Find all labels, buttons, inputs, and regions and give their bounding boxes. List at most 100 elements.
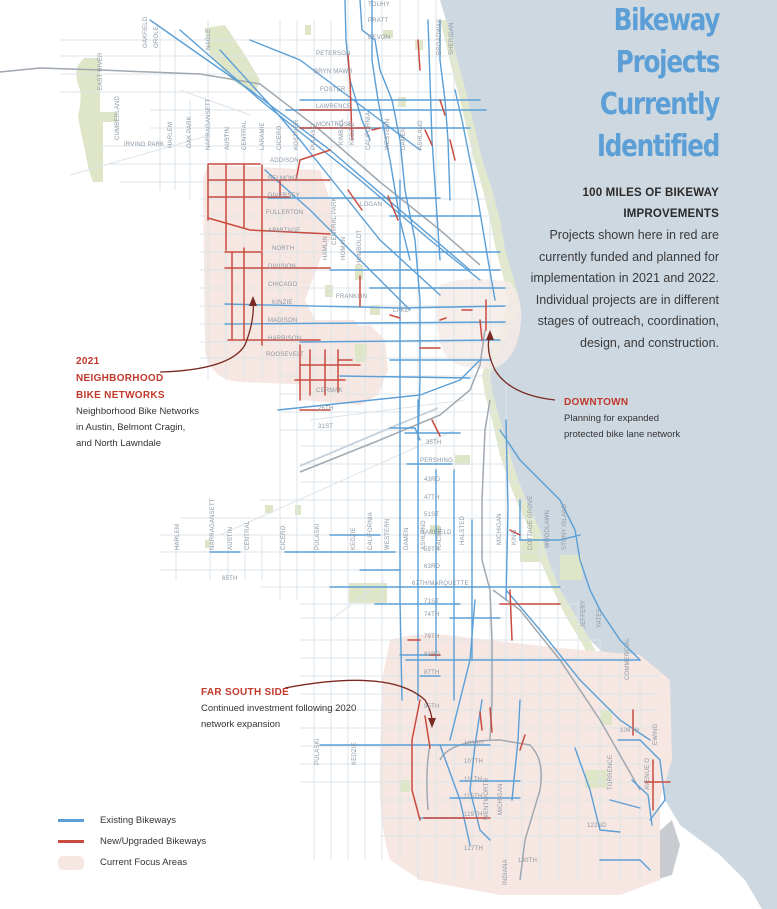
intro-body-line: stages of outreach, coordination, [537,314,719,328]
lake-michigan [440,0,777,909]
intro-body-line: Projects shown here in red are [549,228,719,242]
street-label: 59TH [424,547,440,553]
callout-heading: NEIGHBORHOOD [76,373,164,384]
street-label-vertical: INDIANA [503,859,509,885]
street-label: CHICAGO [268,282,298,288]
street-label: BRYN MAWR [314,69,353,75]
street-label: MADISON [268,318,298,324]
callout-body-line: protected bike lane network [564,429,681,440]
street-label-vertical: KEDZIE [350,122,356,145]
street-label-vertical: HARLEM [168,121,174,148]
street-label: KINZIE [272,300,293,306]
street-label-vertical: CUMBERLAND [115,95,121,140]
street-label-vertical: KING [512,529,518,545]
street-label: 67TH/MARQUETTE [412,581,469,587]
legend-label: Existing Bikeways [100,815,177,826]
street-label-vertical: DAMEN [404,527,410,550]
callout-arrows [159,299,556,723]
callout-body-line: Continued investment following 2020 [201,703,357,714]
new-bikeway-swatch [58,840,84,843]
intro-body-line: Individual projects are in different [535,292,719,307]
street-label-vertical: STONY ISLAND [562,503,568,550]
street-label-vertical: TORRENCE [608,754,614,790]
street-label-vertical: YATES [597,608,603,628]
street-label: 51ST [424,512,440,518]
street-label-vertical: WESTERN [385,118,391,150]
callout-far-south-side: FAR SOUTH SIDE Continued investment foll… [201,684,356,733]
callout-neighborhood-bike-networks: 2021 NEIGHBORHOOD BIKE NETWORKS Neighbor… [76,353,199,452]
street-label-vertical: ASHLAND [421,520,427,550]
street-label: FOSTER [320,87,346,93]
street-label: 95TH [424,704,440,710]
street-label-vertical: EAST RIVER [98,52,104,90]
street-label-vertical: AVENUE O [645,757,651,790]
street-label-vertical: PULASKI [315,523,321,550]
street-label-vertical: COMMERCIAL [625,637,631,680]
street-label: 106TH [620,728,640,734]
street-label: FULLERTON [266,210,304,216]
street-label: 111TH [464,777,483,783]
street-label-vertical: CENTRAL [242,120,248,150]
street-label-vertical: EWING [653,723,659,745]
arrow-heads [249,296,494,728]
map-title: Bikeway Projects Currently Identified [570,0,721,168]
title-line: Identified [596,129,721,164]
street-label: NORTH [272,246,295,252]
street-label-vertical: HAMLIN [323,236,329,260]
street-label-vertical: OAKFIELD [143,16,149,48]
street-label: MONTROSE [316,122,353,128]
street-label-vertical: NARRAGANSETT [206,98,212,150]
callout-heading: BIKE NETWORKS [76,390,165,401]
street-label: PRATT [368,18,389,24]
street-label-vertical: HALSTED [460,515,466,545]
street-label: LOGAN [360,202,383,208]
street-label: 115TH [464,794,483,800]
street-label-vertical: PULASKI [311,123,317,150]
street-label: 79TH [424,634,440,640]
street-label-vertical: PULASKI [315,738,321,765]
intro-heading: 100 MILES OF BIKEWAY [582,187,719,199]
new-bikeways [207,39,671,821]
street-label-vertical: JEFFERY [581,600,587,628]
intro-body-line: currently funded and planned for [539,249,719,264]
street-label: 119TH [464,812,483,818]
street-label-vertical: AUSTIN [228,526,234,550]
intro-block: 100 MILES OF BIKEWAY IMPROVEMENTS Projec… [459,183,719,354]
street-label: DIVISION [268,264,296,270]
focus-area-swatch [58,855,84,870]
street-label: 103RD [464,741,484,747]
street-label: TOUHY [368,2,390,8]
street-label-vertical: CALIFORNIA [368,511,374,550]
street-label-vertical: WENTWORTH [484,777,490,820]
street-label: 47TH [424,495,440,501]
street-label: LAWRENCE [316,104,352,110]
street-label-vertical: CALIFORNIA [366,111,372,150]
street-label: PERSHING [420,458,453,464]
street-label-vertical: CENTRAL [245,520,251,550]
intro-body-line: design, and construction. [580,335,719,350]
street-label-vertical: AUSTIN [225,126,231,150]
street-label-vertical: KEDZIE [351,527,357,550]
legend-item-new: New/Upgraded Bikeways [58,831,206,852]
forest-preserve [76,58,117,182]
street-label-vertical: KOSTNER [294,119,300,150]
street-label: PETERSON [316,51,351,57]
street-label-vertical: WOODLAWN [545,509,551,548]
street-label-vertical: NAGLE [206,28,212,50]
street-label: IRVING PARK [124,142,165,148]
existing-bikeway-swatch [58,819,84,822]
callout-downtown: DOWNTOWN Planning for expanded protected… [564,394,680,443]
street-label-vertical: COTTAGE GROVE [528,495,534,551]
street-label: FRANKLIN [336,294,368,300]
street-label: ARMITAGE [268,228,301,234]
street-label: HARRISON [268,336,302,342]
intro-body-line: implementation in 2021 and 2022. [530,271,719,285]
callout-heading: DOWNTOWN [564,397,629,408]
street-label-vertical: ASHLAND [418,120,424,150]
title-line: Currently [599,87,720,122]
diagonal-streets [69,89,466,621]
street-label: ADDISON [270,158,299,164]
street-label-vertical: KIMBALL [339,118,345,145]
street-label-vertical: OROLE [154,25,160,48]
callout-body-line: network expansion [201,719,281,730]
